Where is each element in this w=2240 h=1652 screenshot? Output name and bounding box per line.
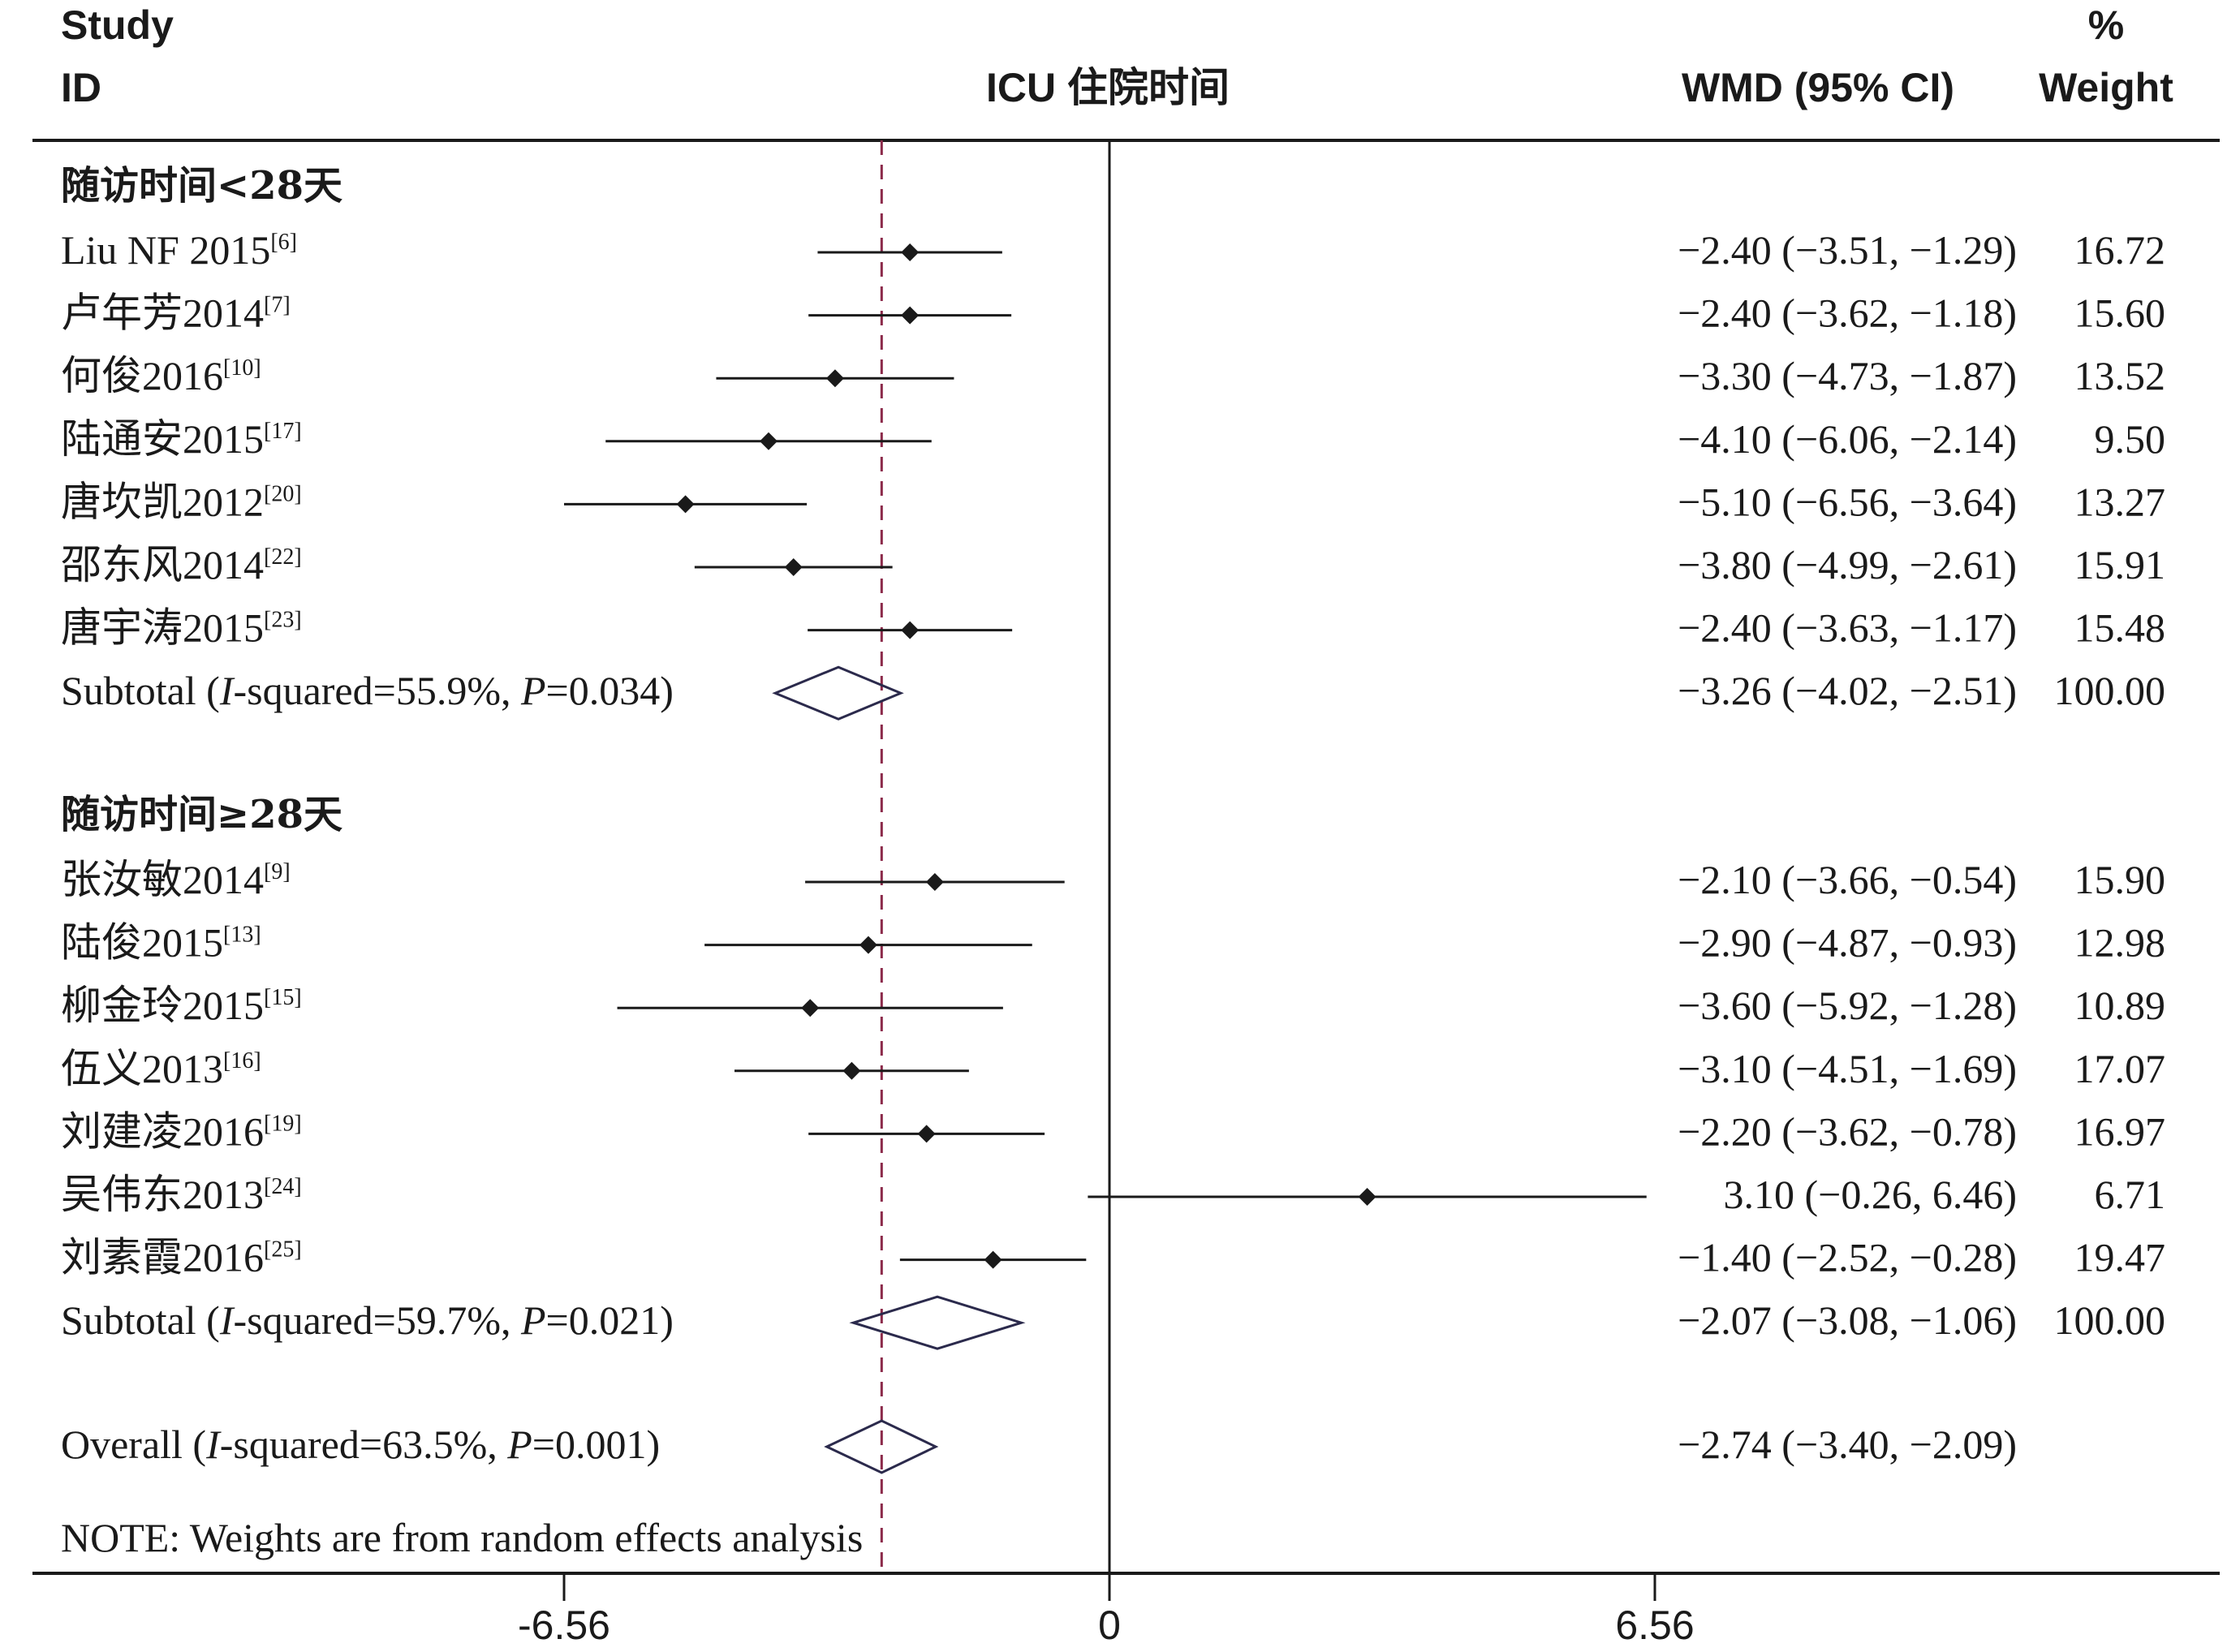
- study-label: 陆俊2015[13]: [61, 920, 261, 966]
- point-estimate: [925, 873, 944, 891]
- footnote: NOTE: Weights are from random effects an…: [61, 1515, 863, 1560]
- x-tick-label: -6.56: [518, 1603, 610, 1648]
- point-estimate: [1358, 1188, 1376, 1206]
- subtotal-diamond: [772, 665, 904, 721]
- point-estimate: [917, 1125, 936, 1143]
- effect-estimate: −1.40 (−2.52, −0.28): [1678, 1235, 2017, 1280]
- study-label: 邵东风2014[22]: [61, 542, 302, 587]
- overall-label: Overall (I-squared=63.5%, P=0.001): [61, 1422, 660, 1467]
- study-label: 吴伟东2013[24]: [61, 1172, 302, 1217]
- header-weight: Weight: [2039, 65, 2173, 110]
- header-effect: WMD (95% CI): [1682, 65, 1954, 110]
- header-percent: %: [2088, 2, 2124, 48]
- header-id: ID: [61, 65, 101, 110]
- weight-value: 15.48: [2074, 605, 2166, 651]
- effect-estimate: −3.10 (−4.51, −1.69): [1678, 1046, 2017, 1091]
- subtotal-diamond: [849, 1295, 1026, 1350]
- weight-value: 13.27: [2074, 479, 2166, 524]
- study-label: 何俊2016[10]: [61, 353, 261, 398]
- study-label: 柳金玲2015[15]: [61, 983, 302, 1028]
- group-label: 随访时间<28天: [61, 163, 342, 209]
- point-estimate: [901, 306, 920, 325]
- point-estimate: [901, 621, 920, 639]
- effect-estimate: −3.26 (−4.02, −2.51): [1678, 668, 2017, 713]
- point-estimate: [901, 243, 920, 261]
- study-label: 伍义2013[16]: [61, 1046, 261, 1091]
- effect-estimate: −4.10 (−6.06, −2.14): [1678, 416, 2017, 462]
- effect-estimate: −3.30 (−4.73, −1.87): [1678, 353, 2017, 398]
- point-estimate: [984, 1250, 1002, 1269]
- study-rows: Liu NF 2015[6] −2.40 (−3.51, −1.29) 16.72 卢…: [61, 227, 2166, 1474]
- study-label: 唐宇涛2015[23]: [61, 605, 302, 651]
- weight-value: 13.52: [2074, 353, 2166, 398]
- weight-value: 6.71: [2095, 1172, 2166, 1217]
- header-outcome: ICU 住院时间: [986, 65, 1230, 110]
- effect-estimate: 3.10 (−0.26, 6.46): [1724, 1172, 2018, 1217]
- study-label: 张汝敏2014[9]: [61, 857, 291, 902]
- weight-value: 100.00: [2054, 1297, 2166, 1343]
- weight-value: 12.98: [2074, 920, 2166, 966]
- study-label: 唐坎凯2012[20]: [61, 479, 302, 524]
- group-label: 随访时间≥28天: [61, 792, 342, 837]
- effect-estimate: −3.60 (−5.92, −1.28): [1678, 983, 2017, 1028]
- effect-estimate: −2.20 (−3.62, −0.78): [1678, 1108, 2017, 1154]
- overall-diamond: [824, 1419, 939, 1474]
- weight-value: 19.47: [2074, 1235, 2166, 1280]
- subtotal-label: Subtotal (I-squared=59.7%, P=0.021): [61, 1297, 674, 1343]
- effect-estimate: −2.40 (−3.63, −1.17): [1678, 605, 2017, 651]
- effect-estimate: −5.10 (−6.56, −3.64): [1678, 479, 2017, 524]
- header-study: Study: [61, 2, 174, 48]
- weight-value: 15.91: [2074, 542, 2166, 587]
- x-tick-label: 6.56: [1615, 1603, 1694, 1648]
- effect-estimate: −2.07 (−3.08, −1.06): [1678, 1297, 2017, 1343]
- effect-estimate: −2.74 (−3.40, −2.09): [1678, 1422, 2017, 1467]
- point-estimate: [801, 999, 820, 1017]
- weight-value: 17.07: [2074, 1046, 2166, 1091]
- effect-estimate: −3.80 (−4.99, −2.61): [1678, 542, 2017, 587]
- x-tick-label: 0: [1098, 1603, 1121, 1648]
- study-label: 卢年芳2014[7]: [61, 290, 291, 336]
- study-label: 刘素霞2016[25]: [61, 1235, 302, 1280]
- weight-value: 16.97: [2074, 1108, 2166, 1154]
- effect-estimate: −2.10 (−3.66, −0.54): [1678, 857, 2017, 902]
- study-label: 陆通安2015[17]: [61, 416, 302, 462]
- effect-estimate: −2.90 (−4.87, −0.93): [1678, 920, 2017, 966]
- weight-value: 15.60: [2074, 290, 2166, 336]
- point-estimate: [676, 495, 695, 514]
- point-estimate: [825, 369, 844, 388]
- study-label: 刘建凌2016[19]: [61, 1108, 302, 1154]
- weight-value: 15.90: [2074, 857, 2166, 902]
- weight-value: 16.72: [2074, 227, 2166, 273]
- effect-estimate: −2.40 (−3.51, −1.29): [1678, 227, 2017, 273]
- effect-estimate: −2.40 (−3.62, −1.18): [1678, 290, 2017, 336]
- point-estimate: [842, 1061, 861, 1080]
- weight-value: 9.50: [2095, 416, 2166, 462]
- weight-value: 10.89: [2074, 983, 2166, 1028]
- point-estimate: [859, 936, 877, 954]
- study-label: Liu NF 2015[6]: [61, 227, 297, 273]
- weight-value: 100.00: [2054, 668, 2166, 713]
- point-estimate: [760, 432, 778, 450]
- subtotal-label: Subtotal (I-squared=55.9%, P=0.034): [61, 668, 674, 713]
- point-estimate: [784, 558, 803, 576]
